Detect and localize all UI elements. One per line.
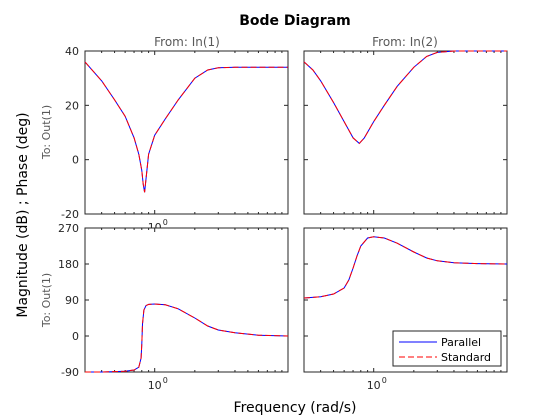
phase-in2-xtick-exponent: 0 — [382, 376, 387, 385]
phase-in1-ytick-label: 270 — [58, 222, 79, 235]
phase-in1-frame — [84, 227, 289, 373]
phase-in1-xtick-exponent: 0 — [163, 376, 168, 385]
magnitude-in1-frame — [84, 50, 289, 215]
phase-in1-series-standard — [85, 303, 289, 373]
magnitude-in1-ytick-label: 20 — [65, 99, 79, 112]
column-title-1: From: In(1) — [154, 35, 220, 49]
phase-in1-ytick-label: 90 — [65, 294, 79, 307]
legend-box — [392, 330, 502, 367]
magnitude-in1-xtick-exponent: 0 — [163, 218, 168, 227]
row-label-1: To: Out(1) — [40, 105, 53, 160]
magnitude-in1-ytick-label: 40 — [65, 45, 79, 58]
magnitude-in1-axes: -2002040100 — [61, 45, 289, 234]
x-axis-label: Frequency (rad/s) — [234, 400, 357, 416]
magnitude-in1-ytick-label: 0 — [72, 154, 79, 167]
phase-in2-xtick-label: 10 — [367, 379, 381, 392]
chart-title: Bode Diagram — [239, 13, 351, 29]
phase-in1-xtick-label: 10 — [148, 379, 162, 392]
magnitude-in2-series-standard — [303, 50, 507, 145]
row-label-2: To: Out(1) — [40, 273, 53, 328]
legend: Parallel Standard — [392, 330, 502, 367]
phase-in1-ytick-label: 180 — [58, 258, 79, 271]
magnitude-in1-series-standard — [84, 61, 288, 193]
magnitude-in2-frame — [303, 50, 508, 215]
legend-label-standard: Standard — [441, 351, 491, 364]
legend-label-parallel: Parallel — [441, 336, 481, 349]
phase-in1-ytick-label: -90 — [61, 366, 79, 379]
y-axis-label: Magnitude (dB) ; Phase (deg) — [15, 112, 31, 317]
phase-in2-series-standard — [303, 236, 508, 299]
phase-in2-axes: 10 0 — [303, 227, 508, 392]
column-title-2: From: In(2) — [372, 35, 438, 49]
phase-in1-ytick-label: 0 — [72, 330, 79, 343]
magnitude-in2-axes — [303, 50, 508, 215]
magnitude-in1-ytick-label: -20 — [61, 208, 79, 221]
